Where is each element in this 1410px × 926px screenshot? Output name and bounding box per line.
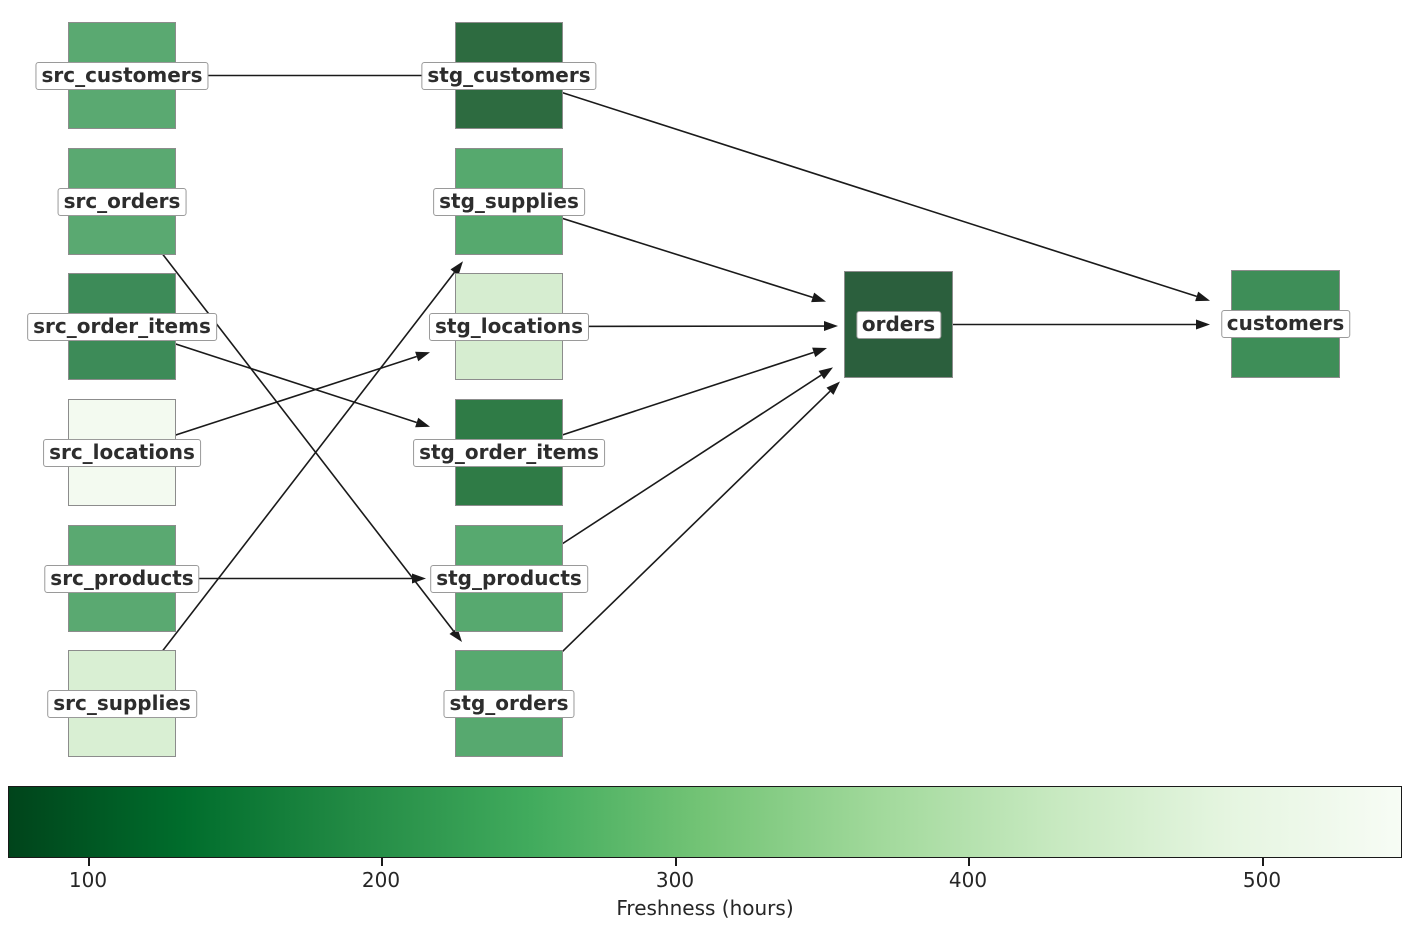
node-label-src_order_items: src_order_items	[27, 312, 217, 341]
node-label-src_orders: src_orders	[57, 187, 187, 216]
arrowhead-stg_order_items-orders	[812, 347, 827, 358]
arrowhead-src_supplies-stg_supplies	[450, 261, 463, 276]
arrowhead-stg_customers-customers	[1195, 291, 1210, 302]
colorbar-gradient	[8, 786, 1402, 858]
node-label-src_supplies: src_supplies	[47, 689, 197, 718]
node-label-customers: customers	[1220, 310, 1351, 338]
node-label-src_products: src_products	[44, 564, 200, 593]
colorbar-tick-100	[88, 858, 90, 866]
edge-stg_customers-customers	[508, 74, 1197, 298]
colorbar-tick-label-300: 300	[655, 868, 695, 892]
colorbar-tick-400	[968, 858, 970, 866]
arrowhead-stg_orders-orders	[826, 381, 840, 395]
node-label-stg_products: stg_products	[430, 564, 588, 593]
node-label-stg_supplies: stg_supplies	[433, 187, 585, 216]
colorbar-tick-label-400: 400	[948, 868, 988, 892]
edge-src_orders-stg_orders	[121, 201, 455, 632]
colorbar-tick-500	[1262, 858, 1264, 866]
edge-src_supplies-stg_supplies	[121, 271, 456, 704]
node-label-stg_customers: stg_customers	[421, 61, 597, 90]
arrowhead-src_locations-stg_locations	[415, 351, 430, 362]
arrowhead-src_orders-stg_orders	[449, 627, 462, 642]
node-label-stg_orders: stg_orders	[443, 689, 575, 718]
colorbar-tick-label-200: 200	[361, 868, 401, 892]
colorbar-tick-label-100: 100	[68, 868, 108, 892]
node-label-stg_order_items: stg_order_items	[413, 438, 605, 467]
colorbar-tick-label-500: 500	[1242, 868, 1282, 892]
arrowhead-stg_products-orders	[818, 367, 833, 380]
arrowhead-stg_supplies-orders	[811, 292, 826, 303]
node-label-stg_locations: stg_locations	[428, 312, 590, 341]
node-label-src_locations: src_locations	[43, 438, 201, 467]
arrowhead-src_products-stg_products	[412, 573, 426, 584]
arrowhead-orders-customers	[1196, 319, 1210, 330]
colorbar-axis-label: Freshness (hours)	[616, 896, 794, 920]
arrowhead-stg_locations-orders	[823, 321, 838, 332]
colorbar-tick-200	[381, 858, 383, 866]
node-label-src_customers: src_customers	[35, 61, 209, 90]
colorbar-tick-300	[675, 858, 677, 866]
node-label-orders: orders	[855, 310, 942, 339]
arrowhead-src_order_items-stg_order_items	[415, 417, 430, 428]
